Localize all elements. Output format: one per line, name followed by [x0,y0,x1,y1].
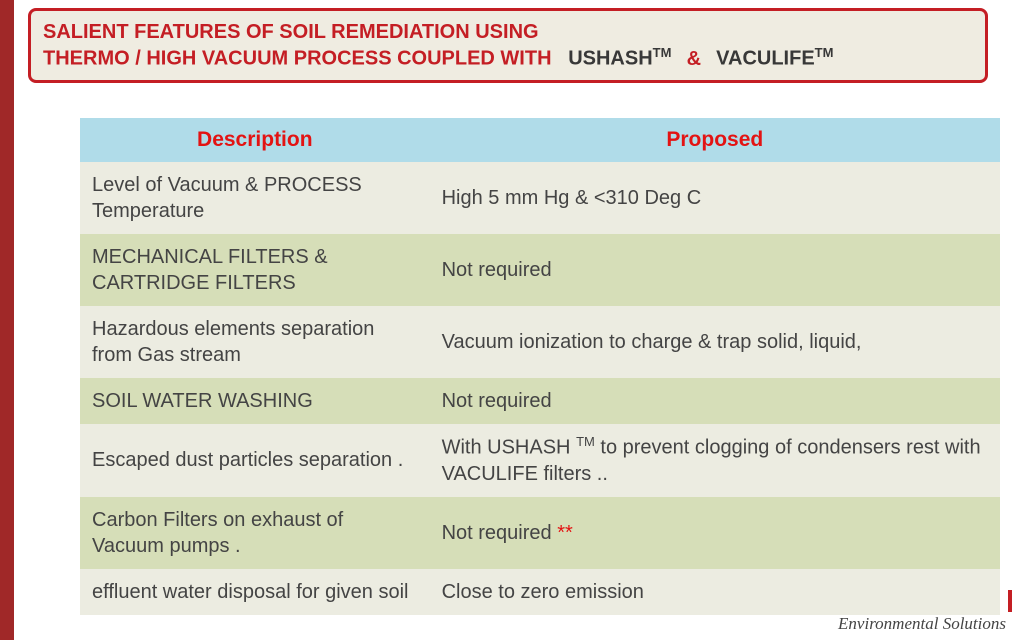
cell-prop-text: Not required [442,522,558,544]
table-row: SOIL WATER WASHING Not required [80,378,1000,424]
cell-desc: Hazardous elements separation from Gas s… [80,306,430,378]
title-line-2-prefix: THERMO / HIGH VACUUM PROCESS COUPLED WIT… [43,48,552,70]
cell-prop: Not required [430,234,1000,306]
cell-prop-prefix: With USHASH [442,437,576,459]
cell-prop: Vacuum ionization to charge & trap solid… [430,306,1000,378]
table-row: effluent water disposal for given soil C… [80,569,1000,615]
table-row: Level of Vacuum & PROCESS Temperature Hi… [80,162,1000,234]
cell-desc: effluent water disposal for given soil [80,569,430,615]
title-line-1: SALIENT FEATURES OF SOIL REMEDIATION USI… [43,19,973,45]
table-row: Escaped dust particles separation . With… [80,424,1000,497]
asterisk-mark: ** [557,522,573,544]
tm-inline: TM [576,434,595,449]
table-row: Carbon Filters on exhaust of Vacuum pump… [80,497,1000,569]
table-row: MECHANICAL FILTERS & CARTRIDGE FILTERS N… [80,234,1000,306]
table-header-row: Description Proposed [80,118,1000,162]
title-line-2: THERMO / HIGH VACUUM PROCESS COUPLED WIT… [43,45,973,72]
cell-prop: Not required [430,378,1000,424]
table-row: Hazardous elements separation from Gas s… [80,306,1000,378]
cell-desc: SOIL WATER WASHING [80,378,430,424]
footer-accent-bar [1008,590,1012,612]
cell-desc: MECHANICAL FILTERS & CARTRIDGE FILTERS [80,234,430,306]
ampersand: & [687,46,701,72]
cell-prop: Not required ** [430,497,1000,569]
tm-2: TM [815,45,834,60]
tm-1: TM [653,45,672,60]
brand-1: USHASH [568,48,652,70]
col-header-proposed: Proposed [430,118,1000,162]
col-header-description: Description [80,118,430,162]
title-box: SALIENT FEATURES OF SOIL REMEDIATION USI… [28,8,988,83]
cell-desc: Escaped dust particles separation . [80,424,430,497]
cell-prop: Close to zero emission [430,569,1000,615]
cell-desc: Level of Vacuum & PROCESS Temperature [80,162,430,234]
features-table: Description Proposed Level of Vacuum & P… [80,118,1000,615]
cell-prop: High 5 mm Hg & <310 Deg C [430,162,1000,234]
left-accent-bar [0,0,14,640]
footer-text: Environmental Solutions [838,614,1006,634]
features-table-wrap: Description Proposed Level of Vacuum & P… [80,118,1000,615]
cell-prop: With USHASH TM to prevent clogging of co… [430,424,1000,497]
brand-2: VACULIFE [716,48,815,70]
cell-desc: Carbon Filters on exhaust of Vacuum pump… [80,497,430,569]
